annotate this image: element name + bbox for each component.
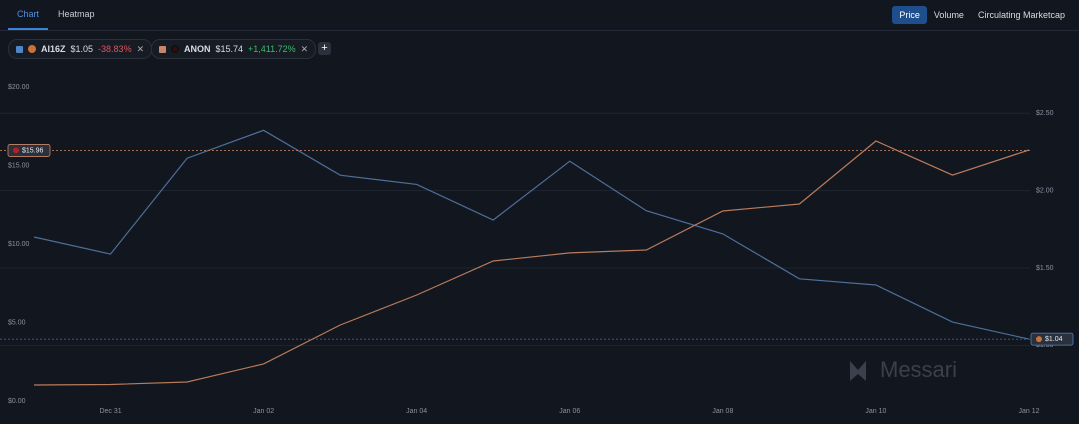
x-tick-label: Jan 10 <box>865 408 886 415</box>
tag-box <box>1030 332 1074 346</box>
tag-icon <box>13 147 19 154</box>
y-tick-label: $10.00 <box>8 241 30 248</box>
color-swatch <box>159 45 166 53</box>
x-tick-label: Jan 12 <box>1018 408 1039 415</box>
watermark-text: Messari <box>880 357 957 382</box>
y2-tick-label: $1.00 <box>1036 342 1054 349</box>
remove-icon[interactable]: ✕ <box>136 43 145 54</box>
tag-label: $15.96 <box>22 147 44 154</box>
series-line <box>33 140 1030 386</box>
series-line <box>33 129 1030 340</box>
y2-tick-label: $1.50 <box>1036 265 1054 272</box>
asset-icon <box>171 45 179 53</box>
asset-icon <box>28 45 36 53</box>
color-swatch <box>16 45 23 53</box>
tag-icon <box>1036 336 1042 343</box>
current-price-tag: $1.04 <box>1030 332 1074 346</box>
asset-price: $1.05 <box>70 44 94 54</box>
remove-icon[interactable]: ✕ <box>300 43 309 54</box>
y-tick-label: $0.00 <box>8 398 26 405</box>
tab-underline <box>8 28 48 30</box>
current-price-tag: $15.96 <box>7 144 51 157</box>
metric-switch: Price Volume Circulating Marketcap <box>892 6 1072 24</box>
x-tick-label: Jan 02 <box>253 408 274 415</box>
x-tick-label: Jan 08 <box>712 408 733 415</box>
metric-button[interactable]: Price <box>892 6 927 24</box>
asset-change: +1,411.72% <box>248 44 296 54</box>
tab[interactable]: Heatmap <box>58 9 95 19</box>
y-tick-label: $20.00 <box>8 84 30 91</box>
asset-name: AI16Z <box>41 44 66 54</box>
tab[interactable]: Chart <box>17 9 40 19</box>
x-tick-label: Jan 06 <box>559 408 580 415</box>
asset-chip[interactable]: ANON $15.74 +1,411.72% ✕ <box>151 39 317 59</box>
add-button[interactable]: + <box>318 42 331 55</box>
metric-button[interactable]: Circulating Marketcap <box>977 10 1065 20</box>
x-tick-label: Dec 31 <box>99 408 121 415</box>
x-tick-label: Jan 04 <box>406 408 427 415</box>
y-tick-label: $5.00 <box>8 319 26 326</box>
tag-box <box>7 144 51 157</box>
metric-button[interactable]: Volume <box>933 10 964 20</box>
asset-chip[interactable]: AI16Z $1.05 -38.83% ✕ <box>8 39 153 59</box>
watermark: Messari <box>850 357 957 382</box>
y-tick-label: $15.00 <box>8 162 30 169</box>
asset-price: $15.74 <box>215 44 244 54</box>
y2-tick-label: $2.50 <box>1036 110 1054 117</box>
asset-name: ANON <box>184 44 211 54</box>
tag-label: $1.04 <box>1045 336 1063 343</box>
y2-tick-label: $2.00 <box>1036 187 1054 194</box>
top-bar: Chart Heatmap Price Volume Circulating M… <box>0 0 1079 31</box>
asset-change: -38.83% <box>98 44 132 54</box>
